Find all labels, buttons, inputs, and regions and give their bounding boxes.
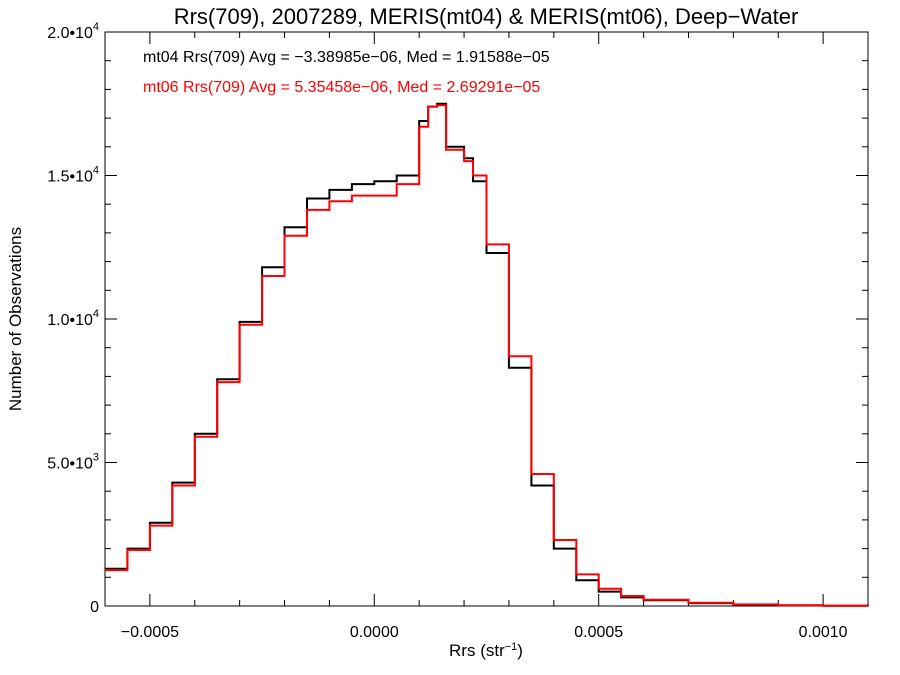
y-tick-label: 1.0•104 bbox=[47, 308, 99, 329]
series-layer bbox=[105, 102, 869, 607]
x-tick-label: 0.0010 bbox=[799, 624, 848, 641]
legend-mt06: mt06 Rrs(709) Avg = 5.35458e−06, Med = 2… bbox=[143, 79, 540, 96]
legend-mt04: mt04 Rrs(709) Avg = −3.38985e−06, Med = … bbox=[143, 49, 550, 66]
plot-frame bbox=[104, 31, 869, 607]
y-tick-label: 0 bbox=[90, 599, 99, 616]
x-tick-label: 0.0005 bbox=[574, 624, 623, 641]
y-axis-label: Number of Observations bbox=[6, 227, 25, 411]
x-axis-label: Rrs (str−1) bbox=[449, 641, 523, 660]
series-mt06-line bbox=[105, 104, 869, 607]
y-axis: 0 5.0•103 1.0•104 1.5•104 2.0•104 bbox=[47, 21, 868, 616]
x-tick-label: −0.0005 bbox=[121, 624, 179, 641]
x-tick-label: 0.0000 bbox=[350, 624, 399, 641]
y-tick-label: 5.0•103 bbox=[47, 452, 99, 473]
y-tick-label: 2.0•104 bbox=[47, 21, 99, 42]
x-axis: −0.0005 0.0000 0.0005 0.0010 bbox=[104, 32, 869, 641]
y-tick-label: 1.5•104 bbox=[47, 165, 99, 186]
chart-title: Rrs(709), 2007289, MERIS(mt04) & MERIS(m… bbox=[174, 4, 799, 29]
